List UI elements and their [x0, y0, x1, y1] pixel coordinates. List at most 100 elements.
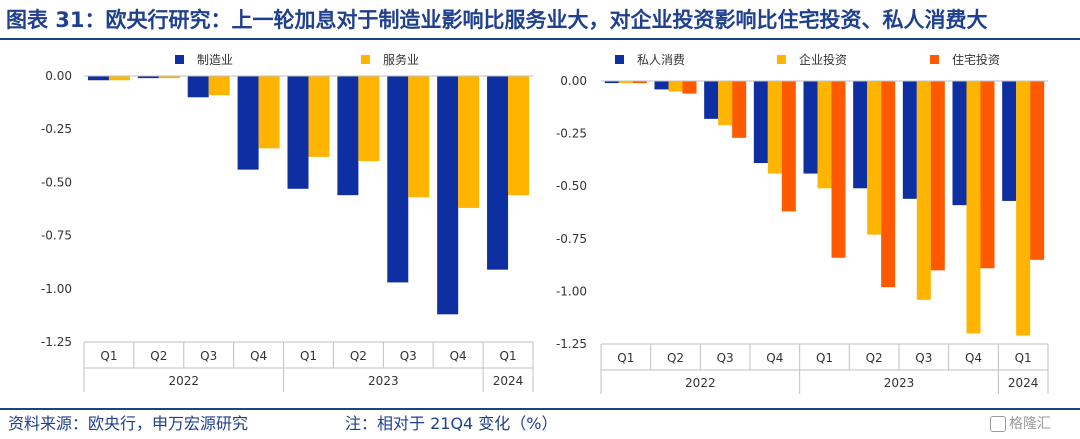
bar: [1016, 81, 1031, 336]
year-label: 2022: [685, 376, 716, 390]
bar: [654, 81, 669, 90]
bar: [604, 81, 619, 84]
unit-note: 注：相对于 21Q4 变化（%）: [345, 414, 558, 433]
bar: [258, 76, 280, 149]
watermark-text: 格隆汇: [1009, 416, 1051, 432]
legend-swatch: [930, 55, 939, 64]
bar: [158, 76, 180, 79]
bar: [137, 76, 159, 79]
bar: [1002, 81, 1017, 201]
year-label: 2024: [493, 374, 524, 388]
bar: [853, 81, 868, 189]
year-label: 2024: [1008, 376, 1039, 390]
category-label: Q1: [617, 351, 634, 365]
bar: [767, 81, 782, 174]
bar: [1030, 81, 1045, 260]
legend-swatch: [615, 55, 624, 64]
bar: [108, 76, 130, 81]
legend-label: 服务业: [383, 52, 419, 67]
bar: [508, 76, 530, 196]
legend-label: 制造业: [197, 53, 233, 67]
category-label: Q2: [350, 349, 367, 363]
bar: [668, 81, 683, 92]
y-tick-label: -0.50: [41, 175, 72, 189]
consumption-investment-chart: 0.00 -0.25 -0.50 -0.75 -1.00 -1.25 私人消费 企业投资 住宅投…: [556, 52, 1049, 394]
category-label: Q4: [450, 349, 467, 363]
category-label: Q1: [500, 349, 517, 363]
category-label: Q1: [300, 349, 317, 363]
y-tick-label: -0.75: [41, 229, 72, 243]
category-label: Q2: [667, 351, 684, 365]
category-label: Q2: [150, 349, 167, 363]
category-label: Q1: [816, 351, 833, 365]
bar: [208, 76, 230, 96]
category-label: Q3: [717, 351, 734, 365]
footer-divider: [0, 408, 1080, 410]
y-tick-label: -0.25: [556, 127, 587, 141]
bar: [831, 81, 846, 258]
category-label: Q3: [400, 349, 417, 363]
bar: [704, 81, 719, 119]
bar: [867, 81, 882, 235]
bar: [408, 76, 430, 198]
legend-swatch: [777, 55, 786, 64]
bar: [387, 76, 409, 283]
bar: [287, 76, 309, 189]
bar: [458, 76, 480, 208]
bar: [902, 81, 917, 199]
manufacturing-services-chart: 0.00 -0.25 -0.50 -0.75 -1.00 -1.25 制造业 服务业 Q1 Q2 Q…: [41, 52, 534, 392]
bar: [980, 81, 995, 269]
category-label: Q3: [915, 351, 932, 365]
bar: [237, 76, 259, 170]
watermark-logo-icon: [990, 416, 1006, 432]
bar: [487, 76, 509, 270]
y-tick-label: 0.00: [45, 69, 72, 83]
legend-label: 住宅投资: [952, 52, 1000, 67]
bar: [358, 76, 380, 162]
bar: [187, 76, 209, 98]
bar: [308, 76, 330, 157]
year-label: 2022: [169, 374, 200, 388]
legend-swatch: [175, 55, 184, 64]
bar: [732, 81, 747, 138]
legend-label: 企业投资: [799, 52, 847, 67]
category-label: Q4: [965, 351, 982, 365]
y-tick-label: -0.75: [556, 232, 587, 246]
y-tick-label: -1.00: [41, 282, 72, 296]
legend-swatch: [361, 55, 370, 64]
category-label: Q4: [766, 351, 783, 365]
bar: [930, 81, 945, 271]
bar: [966, 81, 981, 334]
category-label: Q3: [200, 349, 217, 363]
category-label: Q2: [866, 351, 883, 365]
year-label: 2023: [884, 376, 915, 390]
bar: [753, 81, 768, 164]
y-tick-label: -1.25: [556, 337, 587, 351]
y-tick-label: -1.25: [41, 335, 72, 349]
y-tick-label: -0.25: [41, 122, 72, 136]
bar: [781, 81, 796, 212]
bar: [682, 81, 697, 94]
watermark: 格隆汇: [990, 413, 1051, 435]
y-tick-label: -0.50: [556, 179, 587, 193]
source-note: 资料来源：欧央行，申万宏源研究: [8, 414, 249, 433]
category-label: Q4: [250, 349, 267, 363]
bar: [618, 81, 633, 84]
bar: [87, 76, 109, 81]
bar: [437, 76, 459, 315]
y-tick-label: -1.00: [556, 284, 587, 298]
category-label: Q1: [1015, 351, 1032, 365]
bar: [803, 81, 818, 174]
bar: [817, 81, 832, 189]
bar: [952, 81, 967, 206]
year-label: 2023: [368, 374, 399, 388]
y-tick-label: 0.00: [560, 74, 587, 88]
figure-title: 图表 31：欧央行研究：上一轮加息对于制造业影响比服务业大，对企业投资影响比住宅…: [6, 8, 988, 32]
bar: [718, 81, 733, 126]
legend-label: 私人消费: [637, 53, 685, 67]
bar: [337, 76, 359, 196]
category-label: Q1: [100, 349, 117, 363]
bar: [916, 81, 931, 300]
bar: [881, 81, 896, 288]
title-divider: [0, 38, 1080, 40]
